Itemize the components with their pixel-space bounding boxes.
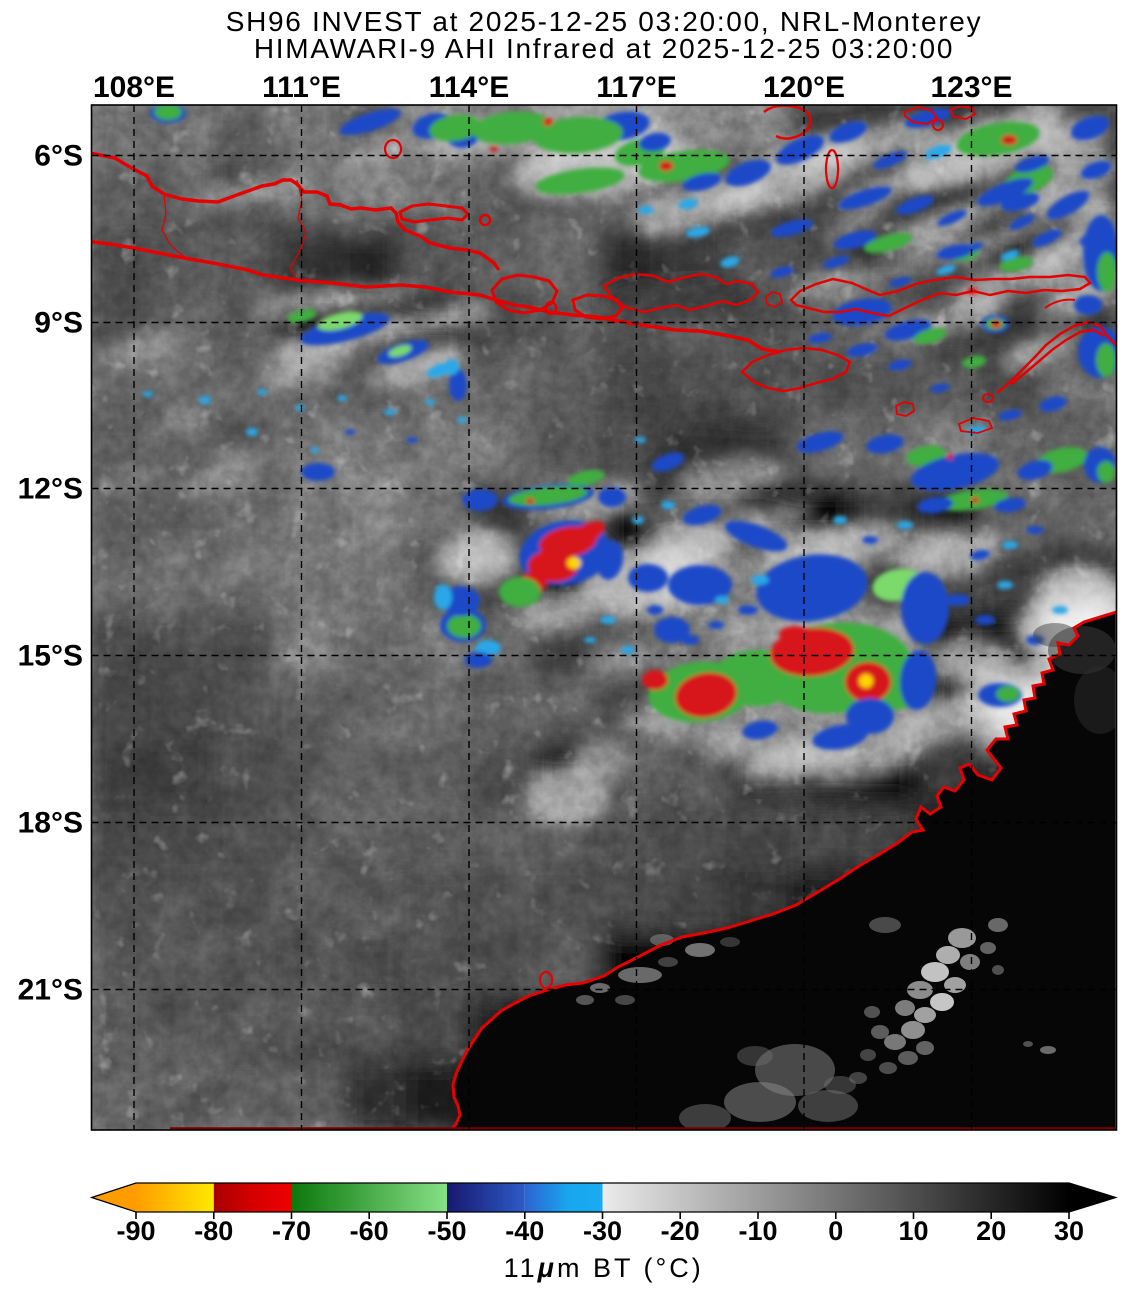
svg-text:-70: -70 [272, 1216, 311, 1246]
svg-text:-90: -90 [116, 1216, 155, 1246]
svg-text:108°E: 108°E [93, 71, 175, 104]
svg-text:HIMAWARI-9 AHI Infrared at 202: HIMAWARI-9 AHI Infrared at 2025-12-25 03… [254, 33, 954, 64]
svg-text:21°S: 21°S [18, 974, 83, 1007]
svg-text:9°S: 9°S [34, 307, 83, 340]
svg-text:12°S: 12°S [18, 473, 83, 506]
svg-text:-50: -50 [427, 1216, 466, 1246]
svg-text:10: 10 [898, 1216, 928, 1246]
svg-text:0: 0 [828, 1216, 843, 1246]
svg-text:-80: -80 [194, 1216, 233, 1246]
svg-text:111°E: 111°E [262, 71, 341, 104]
svg-text:15°S: 15°S [18, 640, 83, 673]
svg-text:120°E: 120°E [763, 71, 845, 104]
svg-text:18°S: 18°S [18, 807, 83, 840]
svg-text:117°E: 117°E [596, 71, 676, 104]
svg-text:-60: -60 [350, 1216, 389, 1246]
svg-text:30: 30 [1054, 1216, 1084, 1246]
svg-text:-40: -40 [505, 1216, 544, 1246]
svg-text:11μm BT (°C): 11μm BT (°C) [504, 1253, 704, 1283]
svg-text:6°S: 6°S [34, 140, 83, 173]
svg-text:-30: -30 [583, 1216, 622, 1246]
svg-text:-10: -10 [738, 1216, 777, 1246]
svg-text:-20: -20 [661, 1216, 700, 1246]
svg-text:SH96 INVEST at 2025-12-25 03:2: SH96 INVEST at 2025-12-25 03:20:00, NRL-… [226, 6, 983, 37]
svg-text:123°E: 123°E [930, 71, 1012, 104]
svg-text:20: 20 [976, 1216, 1006, 1246]
svg-text:114°E: 114°E [429, 71, 509, 104]
